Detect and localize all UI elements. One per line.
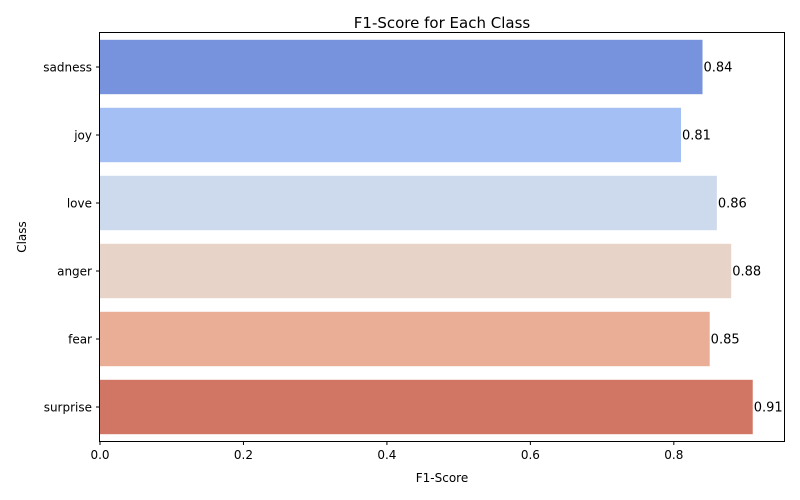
plot-frame [99,32,785,442]
y-axis-label: Class [15,221,29,253]
data-label-fear: 0.85 [711,333,740,348]
chart-title: F1-Score for Each Class [354,14,531,32]
bar-surprise [100,379,753,435]
data-label-surprise: 0.91 [754,401,783,416]
x-tick-label-3: 0.6 [521,448,540,462]
y-tick-label-surprise: surprise [44,401,92,415]
data-label-sadness: 0.84 [704,61,733,76]
bars-group [100,39,753,435]
y-tick-label-love: love [67,197,92,211]
y-tick-label-anger: anger [57,265,92,279]
y-tick-label-sadness: sadness [43,61,92,75]
data-labels-group: 0.84 0.81 0.86 0.88 0.85 0.91 [682,61,783,416]
x-tick-label-4: 0.8 [664,448,683,462]
bar-anger [100,243,732,299]
y-tick-label-joy: joy [73,129,92,143]
x-axis-label: F1-Score [416,471,468,485]
bar-fear [100,311,710,367]
bar-sadness [100,39,703,95]
data-label-anger: 0.88 [732,265,761,280]
bar-love [100,175,717,231]
x-tick-label-1: 0.2 [234,448,253,462]
x-tick-label-2: 0.4 [377,448,396,462]
y-tick-label-fear: fear [68,333,92,347]
data-label-love: 0.86 [718,197,747,212]
x-axis-ticks: 0.0 0.2 0.4 0.6 0.8 [90,441,683,462]
data-label-joy: 0.81 [682,129,711,144]
bar-joy [100,107,681,163]
y-axis-ticks: sadness joy love anger fear surprise [43,61,100,415]
x-tick-label-0: 0.0 [90,448,109,462]
